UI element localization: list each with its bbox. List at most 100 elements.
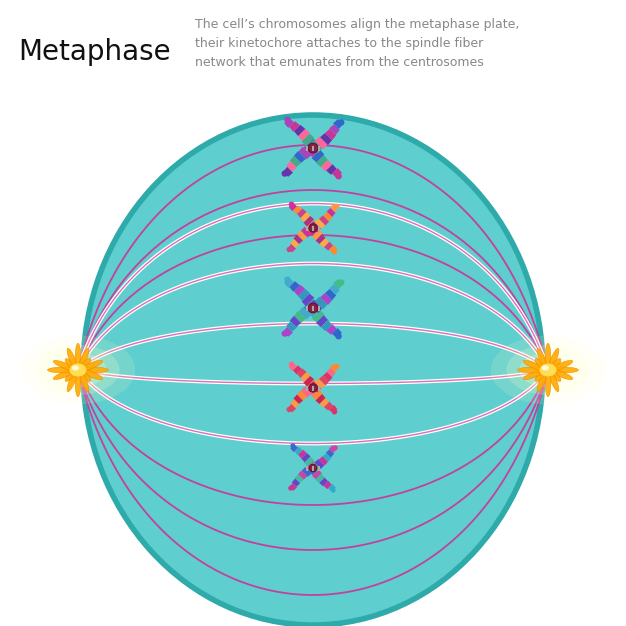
Bar — [312, 145, 314, 150]
Ellipse shape — [308, 143, 318, 153]
Bar — [305, 225, 308, 230]
Polygon shape — [323, 212, 332, 222]
Polygon shape — [300, 212, 310, 222]
Polygon shape — [290, 239, 299, 248]
Ellipse shape — [67, 348, 78, 372]
Polygon shape — [333, 279, 343, 289]
Polygon shape — [289, 483, 297, 491]
Polygon shape — [305, 299, 318, 312]
Polygon shape — [283, 327, 293, 337]
Bar — [305, 145, 308, 150]
Polygon shape — [288, 244, 296, 252]
Ellipse shape — [65, 359, 78, 372]
Ellipse shape — [72, 366, 79, 371]
Polygon shape — [332, 168, 342, 178]
Ellipse shape — [334, 204, 339, 209]
Polygon shape — [314, 379, 325, 389]
Polygon shape — [304, 143, 317, 156]
Polygon shape — [319, 215, 329, 225]
Ellipse shape — [506, 345, 590, 395]
Polygon shape — [294, 235, 303, 244]
Ellipse shape — [289, 362, 294, 367]
Polygon shape — [308, 304, 321, 317]
Bar — [305, 386, 308, 391]
Ellipse shape — [78, 348, 89, 372]
Ellipse shape — [545, 343, 551, 373]
Ellipse shape — [548, 367, 559, 392]
Ellipse shape — [537, 348, 548, 372]
Ellipse shape — [540, 364, 557, 376]
Polygon shape — [320, 293, 332, 305]
Polygon shape — [315, 136, 327, 149]
Polygon shape — [325, 289, 336, 300]
Polygon shape — [329, 284, 340, 295]
Polygon shape — [308, 144, 321, 157]
Text: Metaphase: Metaphase — [18, 38, 171, 66]
Polygon shape — [288, 404, 296, 413]
Ellipse shape — [548, 359, 561, 372]
Polygon shape — [302, 294, 314, 306]
Polygon shape — [319, 456, 328, 466]
Polygon shape — [309, 225, 320, 236]
Polygon shape — [316, 234, 326, 244]
Bar — [312, 305, 314, 310]
Polygon shape — [309, 465, 319, 475]
Polygon shape — [295, 475, 304, 483]
Polygon shape — [283, 167, 293, 177]
Polygon shape — [314, 459, 324, 469]
Ellipse shape — [549, 367, 578, 373]
Polygon shape — [301, 387, 312, 398]
Polygon shape — [316, 315, 328, 327]
Polygon shape — [326, 324, 337, 335]
Ellipse shape — [78, 359, 91, 372]
Polygon shape — [309, 384, 320, 396]
Polygon shape — [321, 160, 332, 171]
Polygon shape — [299, 307, 311, 319]
Bar — [318, 386, 321, 391]
Polygon shape — [310, 221, 321, 232]
Ellipse shape — [75, 367, 81, 397]
Bar — [312, 386, 314, 391]
Polygon shape — [319, 398, 329, 408]
Bar — [318, 145, 321, 150]
Polygon shape — [312, 389, 322, 400]
Ellipse shape — [282, 331, 288, 337]
Polygon shape — [304, 216, 314, 227]
Ellipse shape — [541, 366, 549, 371]
Polygon shape — [322, 453, 331, 462]
Polygon shape — [304, 457, 314, 466]
Ellipse shape — [284, 116, 290, 123]
Polygon shape — [332, 328, 342, 338]
Polygon shape — [289, 281, 300, 292]
Polygon shape — [289, 203, 297, 211]
Polygon shape — [297, 230, 307, 240]
Ellipse shape — [333, 445, 338, 450]
Bar — [318, 225, 321, 230]
Polygon shape — [293, 205, 302, 214]
Polygon shape — [298, 129, 310, 141]
Ellipse shape — [332, 249, 337, 255]
Ellipse shape — [79, 367, 108, 373]
Polygon shape — [298, 289, 310, 301]
Ellipse shape — [36, 345, 120, 395]
Ellipse shape — [287, 247, 292, 252]
Polygon shape — [304, 376, 314, 386]
Ellipse shape — [65, 369, 78, 381]
Polygon shape — [324, 242, 333, 250]
Polygon shape — [302, 467, 312, 477]
Polygon shape — [325, 129, 336, 140]
Polygon shape — [320, 133, 332, 145]
Polygon shape — [319, 478, 328, 486]
Ellipse shape — [548, 368, 573, 379]
Ellipse shape — [548, 369, 561, 381]
Ellipse shape — [545, 367, 551, 397]
Polygon shape — [290, 399, 299, 408]
Polygon shape — [326, 164, 337, 175]
Polygon shape — [305, 223, 316, 235]
Polygon shape — [312, 230, 322, 240]
Polygon shape — [324, 402, 333, 411]
Polygon shape — [326, 449, 334, 458]
Polygon shape — [314, 218, 325, 229]
Polygon shape — [310, 381, 321, 393]
Ellipse shape — [523, 368, 547, 379]
